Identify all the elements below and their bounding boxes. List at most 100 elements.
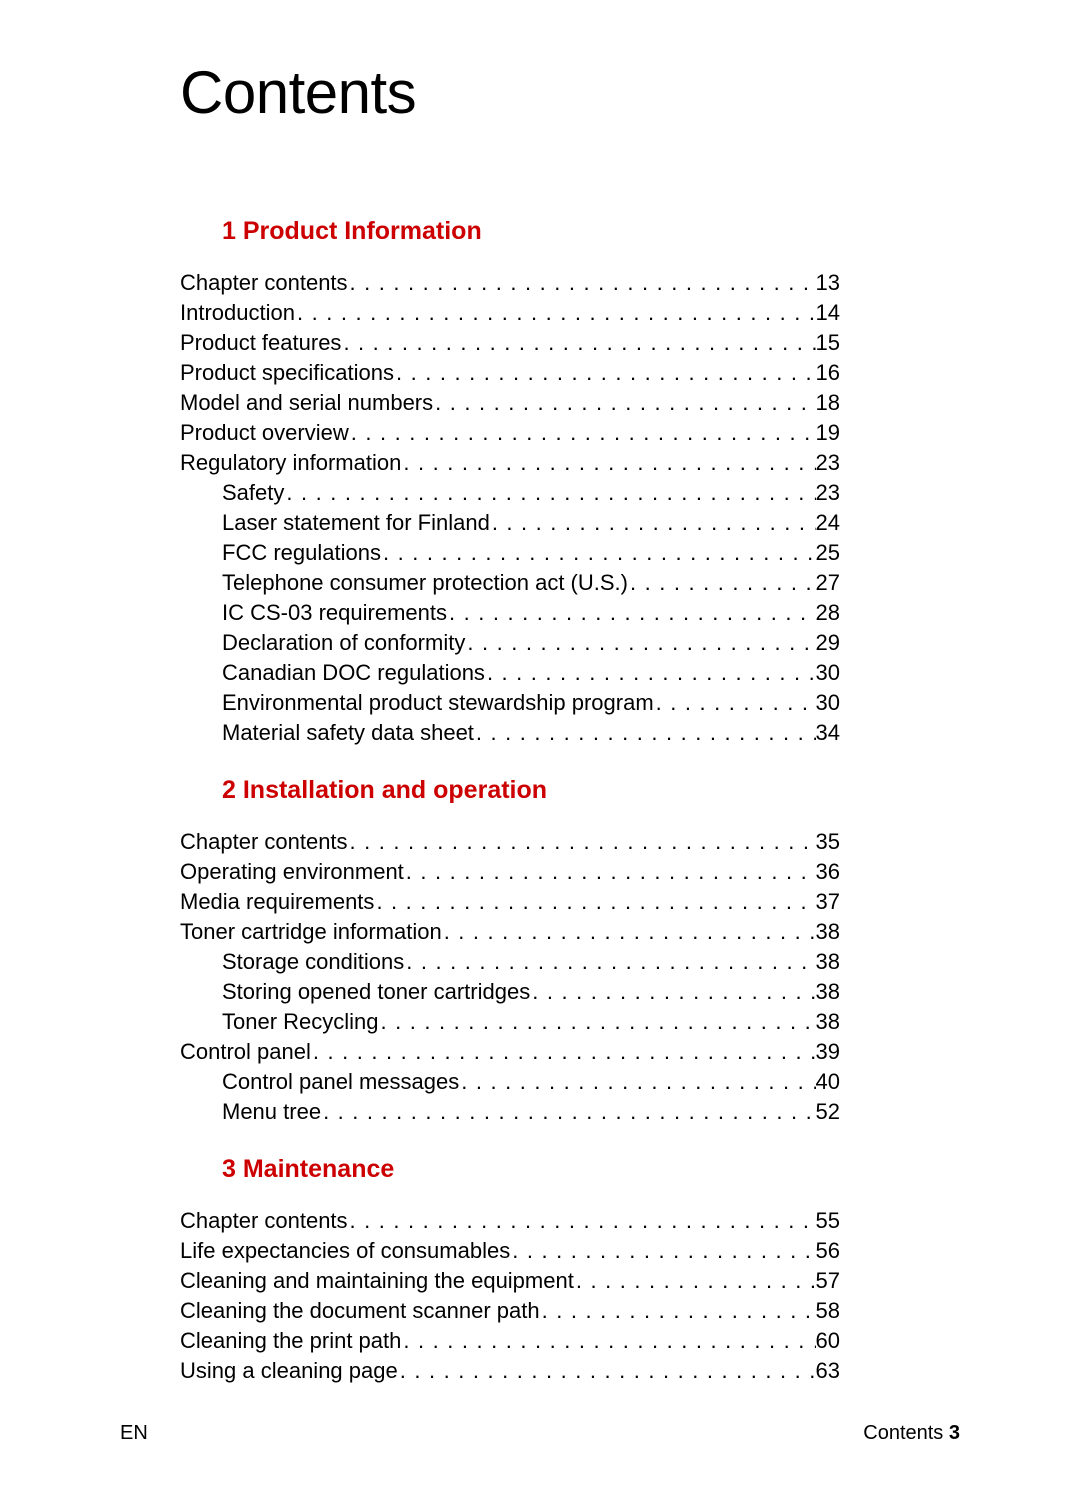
toc-entry[interactable]: Toner Recycling38 <box>180 1007 840 1037</box>
toc-list: Chapter contents35Operating environment3… <box>180 827 840 1127</box>
toc-entry[interactable]: Toner cartridge information38 <box>180 917 840 947</box>
toc-entry-page: 37 <box>816 887 840 917</box>
toc-list: Chapter contents13Introduction14Product … <box>180 268 840 748</box>
toc-entry-page: 23 <box>816 478 840 508</box>
toc-entry-page: 15 <box>816 328 840 358</box>
toc-entry[interactable]: Product features15 <box>180 328 840 358</box>
toc-entry[interactable]: Canadian DOC regulations 30 <box>180 658 840 688</box>
toc-entry[interactable]: Media requirements 37 <box>180 887 840 917</box>
toc-leader-dots <box>321 1097 815 1127</box>
toc-entry-page: 23 <box>816 448 840 478</box>
toc-entry[interactable]: Storage conditions 38 <box>180 947 840 977</box>
toc-entry[interactable]: Declaration of conformity 29 <box>180 628 840 658</box>
toc-entry[interactable]: Laser statement for Finland24 <box>180 508 840 538</box>
toc-leader-dots <box>398 1356 816 1386</box>
toc-leader-dots <box>404 947 815 977</box>
toc-entry[interactable]: Using a cleaning page 63 <box>180 1356 840 1386</box>
toc-entry-label: Using a cleaning page <box>180 1356 398 1386</box>
toc-leader-dots <box>574 1266 816 1296</box>
toc-entry-page: 29 <box>816 628 840 658</box>
toc-entry[interactable]: Model and serial numbers18 <box>180 388 840 418</box>
toc-entry-label: Media requirements <box>180 887 374 917</box>
toc-entry-page: 14 <box>816 298 840 328</box>
toc-entry[interactable]: Control panel39 <box>180 1037 840 1067</box>
toc-entry-label: Safety <box>222 478 284 508</box>
toc-entry[interactable]: Control panel messages40 <box>180 1067 840 1097</box>
toc-entry[interactable]: Chapter contents35 <box>180 827 840 857</box>
toc-leader-dots <box>628 568 816 598</box>
toc-entry[interactable]: Product specifications16 <box>180 358 840 388</box>
toc-leader-dots <box>379 1007 816 1037</box>
toc-leader-dots <box>348 1206 816 1236</box>
toc-entry[interactable]: Environmental product stewardship progra… <box>180 688 840 718</box>
footer: EN Contents 3 <box>120 1422 960 1445</box>
toc-entry-label: Toner cartridge information <box>180 917 442 947</box>
toc-leader-dots <box>374 887 815 917</box>
toc-leader-dots <box>404 857 816 887</box>
toc-entry-page: 18 <box>816 388 840 418</box>
toc-leader-dots <box>401 1326 815 1356</box>
toc-entry-page: 63 <box>816 1356 840 1386</box>
toc-leader-dots <box>540 1296 816 1326</box>
toc-entry[interactable]: Material safety data sheet34 <box>180 718 840 748</box>
toc-entry[interactable]: Operating environment36 <box>180 857 840 887</box>
page: Contents 1 Product Information Chapter co… <box>0 0 1080 1495</box>
section-block: 2 Installation and operation Chapter cont… <box>180 776 960 1127</box>
toc-entry-label: Cleaning and maintaining the equipment <box>180 1266 574 1296</box>
section-block: 3 Maintenance Chapter contents55Life expe… <box>180 1155 960 1386</box>
toc-entry-page: 19 <box>816 418 840 448</box>
toc-entry-page: 38 <box>816 947 840 977</box>
toc-leader-dots <box>465 628 815 658</box>
toc-entry-page: 27 <box>816 568 840 598</box>
toc-sections: 1 Product InformationChapter contents13I… <box>180 217 960 1386</box>
footer-label: Contents <box>863 1422 943 1444</box>
toc-entry-label: Life expectancies of consumables <box>180 1236 510 1266</box>
toc-entry[interactable]: Product overview19 <box>180 418 840 448</box>
section-heading[interactable]: 2 Installation and operation <box>222 776 960 805</box>
section-block: 1 Product InformationChapter contents13I… <box>180 217 960 748</box>
toc-leader-dots <box>490 508 816 538</box>
toc-entry[interactable]: Introduction14 <box>180 298 840 328</box>
toc-leader-dots <box>433 388 815 418</box>
toc-entry[interactable]: IC CS-03 requirements28 <box>180 598 840 628</box>
toc-entry-page: 24 <box>816 508 840 538</box>
toc-leader-dots <box>654 688 816 718</box>
toc-entry-label: Chapter contents <box>180 268 348 298</box>
toc-entry[interactable]: Telephone consumer protection act (U.S.)… <box>180 568 840 598</box>
toc-leader-dots <box>311 1037 816 1067</box>
section-heading[interactable]: 1 Product Information <box>222 217 960 246</box>
toc-leader-dots <box>381 538 816 568</box>
toc-entry-page: 30 <box>816 688 840 718</box>
toc-entry[interactable]: Life expectancies of consumables 56 <box>180 1236 840 1266</box>
toc-entry-label: Declaration of conformity <box>222 628 465 658</box>
toc-entry-page: 35 <box>816 827 840 857</box>
toc-entry[interactable]: Menu tree52 <box>180 1097 840 1127</box>
section-heading[interactable]: 3 Maintenance <box>222 1155 960 1184</box>
toc-entry-label: Storing opened toner cartridges <box>222 977 530 1007</box>
toc-leader-dots <box>284 478 815 508</box>
toc-entry[interactable]: Storing opened toner cartridges38 <box>180 977 840 1007</box>
toc-entry[interactable]: Cleaning the document scanner path58 <box>180 1296 840 1326</box>
toc-entry[interactable]: Cleaning and maintaining the equipment57 <box>180 1266 840 1296</box>
toc-entry-label: Storage conditions <box>222 947 404 977</box>
toc-entry[interactable]: Cleaning the print path60 <box>180 1326 840 1356</box>
toc-entry-label: Control panel messages <box>222 1067 459 1097</box>
toc-entry[interactable]: Regulatory information23 <box>180 448 840 478</box>
footer-left: EN <box>120 1422 148 1445</box>
toc-entry[interactable]: FCC regulations25 <box>180 538 840 568</box>
toc-entry-label: Environmental product stewardship progra… <box>222 688 654 718</box>
toc-entry[interactable]: Chapter contents13 <box>180 268 840 298</box>
toc-leader-dots <box>442 917 816 947</box>
page-title: Contents <box>180 58 960 127</box>
toc-entry[interactable]: Chapter contents55 <box>180 1206 840 1236</box>
toc-list: Chapter contents55Life expectancies of c… <box>180 1206 840 1386</box>
toc-entry[interactable]: Safety 23 <box>180 478 840 508</box>
toc-entry-label: IC CS-03 requirements <box>222 598 447 628</box>
toc-entry-label: Product specifications <box>180 358 394 388</box>
toc-entry-page: 56 <box>816 1236 840 1266</box>
toc-leader-dots <box>394 358 816 388</box>
toc-entry-label: Canadian DOC regulations <box>222 658 485 688</box>
toc-leader-dots <box>474 718 816 748</box>
toc-entry-page: 30 <box>816 658 840 688</box>
toc-entry-page: 60 <box>816 1326 840 1356</box>
